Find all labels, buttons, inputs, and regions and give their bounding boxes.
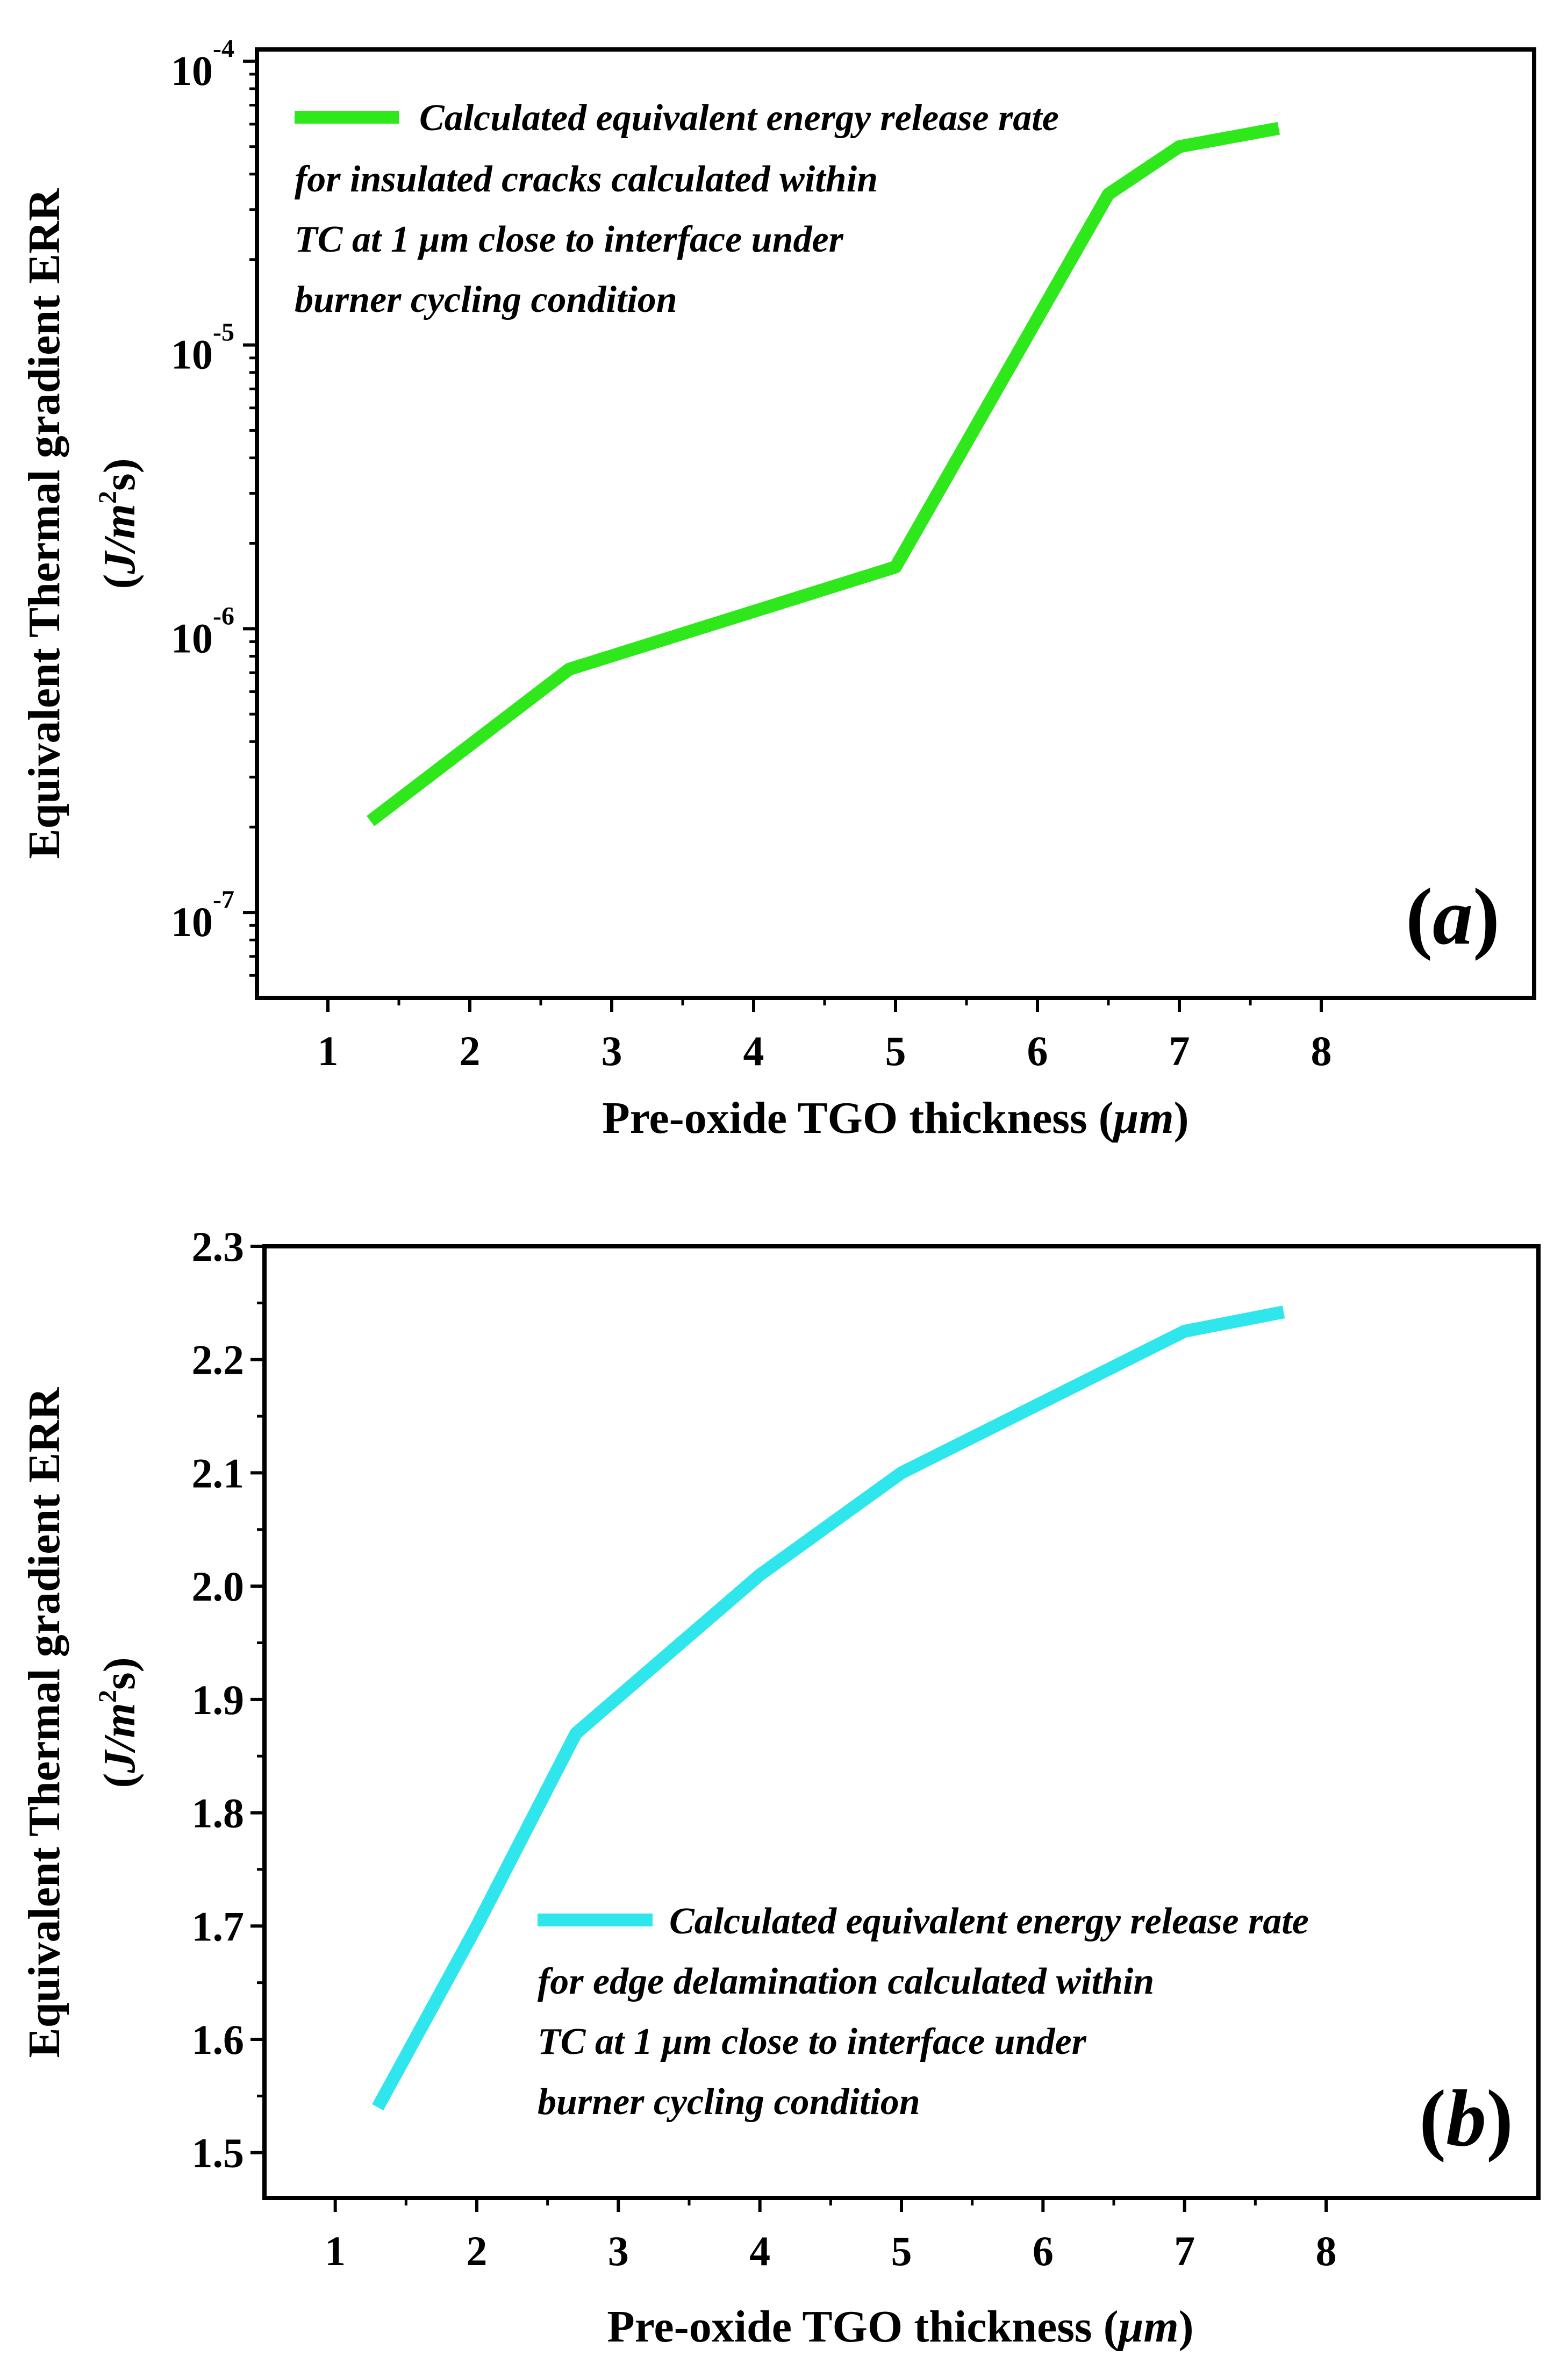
panel-a-y-axis-title: Equivalent Thermal gradient ERR bbox=[19, 188, 69, 859]
y-tick-label: 1.7 bbox=[192, 1903, 245, 1950]
y-tick-label: 1.6 bbox=[192, 2016, 245, 2063]
panel-b-y-axis-title: Equivalent Thermal gradient ERR bbox=[19, 1387, 69, 2058]
panel-a-legend-line-4: burner cycling condition bbox=[295, 279, 677, 320]
x-tick-label: 1 bbox=[318, 1027, 339, 1074]
panel-b-legend-line-4: burner cycling condition bbox=[538, 2081, 920, 2123]
x-tick-label: 6 bbox=[1033, 2228, 1054, 2274]
panel-a-legend-line-2: for insulated cracks calculated within bbox=[295, 159, 878, 200]
data-point bbox=[1176, 144, 1183, 150]
data-point bbox=[375, 2104, 381, 2110]
panel-a-y-ticks: 10-7 10-6 10-5 10-4 bbox=[171, 34, 257, 977]
y-tick-label: 1.8 bbox=[192, 1790, 245, 1837]
data-point bbox=[566, 666, 572, 673]
data-point bbox=[1276, 125, 1282, 132]
panel-b-legend: Calculated equivalent energy release rat… bbox=[538, 1901, 1309, 2123]
x-tick-label: 5 bbox=[891, 2228, 912, 2274]
x-tick-label: 8 bbox=[1311, 1027, 1332, 1074]
x-tick-label: 4 bbox=[749, 2228, 770, 2274]
y-tick-label: 2.3 bbox=[192, 1223, 245, 1270]
panel-b-legend-line-1: Calculated equivalent energy release rat… bbox=[669, 1901, 1309, 1942]
panel-b-series-line bbox=[372, 1305, 1285, 2111]
panel-b-legend-line-2: for edge delamination calculated within bbox=[538, 1961, 1154, 2002]
x-tick-label: 6 bbox=[1027, 1027, 1048, 1074]
x-tick-label: 8 bbox=[1316, 2228, 1337, 2274]
data-point bbox=[1105, 191, 1112, 197]
x-tick-label: 1 bbox=[325, 2228, 346, 2274]
panel-b-y-ticks: 1.5 1.6 1.7 1.8 1.9 2.0 2.1 2.2 2.3 bbox=[192, 1223, 264, 2176]
data-point bbox=[892, 564, 899, 570]
x-tick-label: 7 bbox=[1169, 1027, 1190, 1074]
y-tick-label: 1.5 bbox=[192, 2130, 245, 2176]
panel-a-chart: 1 2 3 4 5 6 7 8 10-7 10-6 10-5 10-4 Calculated equ… bbox=[19, 34, 1536, 1143]
panel-a-x-axis-title: Pre-oxide TGO thickness (μm) bbox=[602, 1093, 1188, 1143]
panel-b-x-axis-title: Pre-oxide TGO thickness (μm) bbox=[607, 2302, 1193, 2352]
data-point bbox=[1280, 1309, 1287, 1315]
panel-b-legend-line-3: TC at 1 μm close to interface under bbox=[538, 2021, 1087, 2062]
x-tick-label: 5 bbox=[885, 1027, 906, 1074]
panel-b-label: (b) bbox=[1419, 2074, 1513, 2163]
y-tick-label: 1.9 bbox=[192, 1676, 245, 1723]
y-tick-label: 10-6 bbox=[171, 602, 234, 661]
x-tick-label: 7 bbox=[1174, 2228, 1195, 2274]
x-tick-label: 4 bbox=[743, 1027, 764, 1074]
panel-a-legend-line-3: TC at 1 μm close to interface under bbox=[295, 219, 844, 260]
data-point bbox=[474, 1923, 480, 1929]
panel-a-y-axis-units: (J/m2s) bbox=[94, 458, 145, 589]
panel-b-x-ticks: 1 2 3 4 5 6 7 8 bbox=[325, 2198, 1337, 2274]
y-tick-label: 10-7 bbox=[171, 886, 234, 945]
x-tick-label: 3 bbox=[608, 2228, 629, 2274]
y-tick-label: 10-4 bbox=[171, 34, 234, 94]
panel-b-chart: 1 2 3 4 5 6 7 8 1.5 1.6 1.7 1.8 1.9 2.0 2.1 2.2 2.3 Cal… bbox=[19, 1223, 1541, 2352]
y-tick-label: 2.2 bbox=[192, 1337, 245, 1383]
panel-b-y-axis-units: (J/m2s) bbox=[94, 1657, 145, 1788]
panel-a-legend: Calculated equivalent energy release rat… bbox=[295, 97, 1059, 320]
y-tick-label: 10-5 bbox=[171, 318, 234, 378]
y-tick-label: 2.0 bbox=[192, 1563, 245, 1610]
data-point bbox=[898, 1469, 905, 1476]
x-tick-label: 2 bbox=[467, 2228, 488, 2274]
panel-a-label: (a) bbox=[1406, 872, 1500, 961]
y-tick-label: 2.1 bbox=[192, 1450, 245, 1496]
x-tick-label: 2 bbox=[460, 1027, 481, 1074]
panel-a-legend-line-1: Calculated equivalent energy release rat… bbox=[419, 97, 1059, 139]
panel-a-series-line bbox=[366, 122, 1280, 826]
data-point bbox=[757, 1572, 763, 1578]
data-point bbox=[367, 818, 374, 824]
data-point bbox=[572, 1730, 579, 1737]
panel-a-x-ticks: 1 2 3 4 5 6 7 8 bbox=[318, 998, 1332, 1074]
x-tick-label: 3 bbox=[602, 1027, 622, 1074]
data-point bbox=[1182, 1328, 1188, 1334]
